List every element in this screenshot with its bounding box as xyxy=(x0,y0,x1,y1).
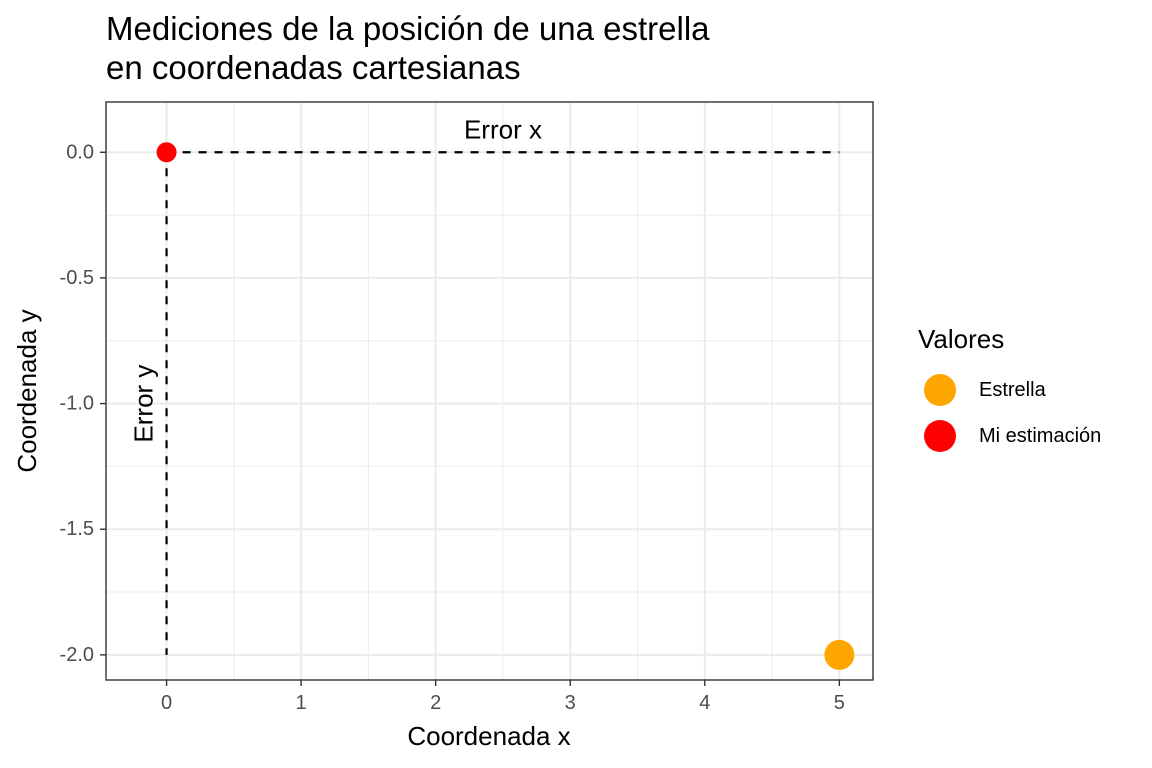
legend-key xyxy=(924,420,956,452)
data-points xyxy=(156,142,855,670)
y-tick-label: -1.0 xyxy=(60,393,94,415)
y-tick-label: -1.5 xyxy=(60,518,94,540)
chart-title-line-2: en coordenadas cartesianas xyxy=(106,49,521,86)
y-axis: 0.0 -0.5 -1.0 -1.5 -2.0 xyxy=(60,141,106,666)
legend-key xyxy=(924,374,956,406)
guide-lines xyxy=(165,151,840,655)
chart-title: Mediciones de la posición de una estrell… xyxy=(106,10,710,86)
legend: Valores Estrella Mi estimación xyxy=(918,324,1101,452)
y-tick-label: 0.0 xyxy=(66,141,94,163)
x-tick-label: 2 xyxy=(430,692,441,714)
annotation-label: Error y xyxy=(129,365,159,443)
x-tick-label: 5 xyxy=(834,692,845,714)
x-axis-title: Coordenada x xyxy=(407,721,570,751)
plot-panel: Error x Error y xyxy=(105,101,874,681)
x-tick-label: 3 xyxy=(565,692,576,714)
plot-border xyxy=(105,101,874,681)
x-tick-label: 0 xyxy=(161,692,172,714)
legend-label: Mi estimación xyxy=(979,425,1101,447)
grid-lines xyxy=(106,102,873,680)
annotations: Error x Error y xyxy=(129,115,542,443)
legend-title: Valores xyxy=(918,324,1004,354)
legend-label: Estrella xyxy=(979,379,1047,401)
x-axis: 0 1 2 3 4 5 xyxy=(161,680,845,714)
annotation-label: Error x xyxy=(464,115,542,145)
x-tick-label: 4 xyxy=(699,692,710,714)
chart-title-line-1: Mediciones de la posición de una estrell… xyxy=(106,10,710,47)
y-tick-label: -2.0 xyxy=(60,644,94,666)
y-axis-title: Coordenada y xyxy=(12,309,42,472)
y-tick-label: -0.5 xyxy=(60,267,94,289)
data-point xyxy=(156,142,177,163)
data-point xyxy=(824,639,855,670)
plot-background xyxy=(106,102,873,680)
x-tick-label: 1 xyxy=(296,692,307,714)
